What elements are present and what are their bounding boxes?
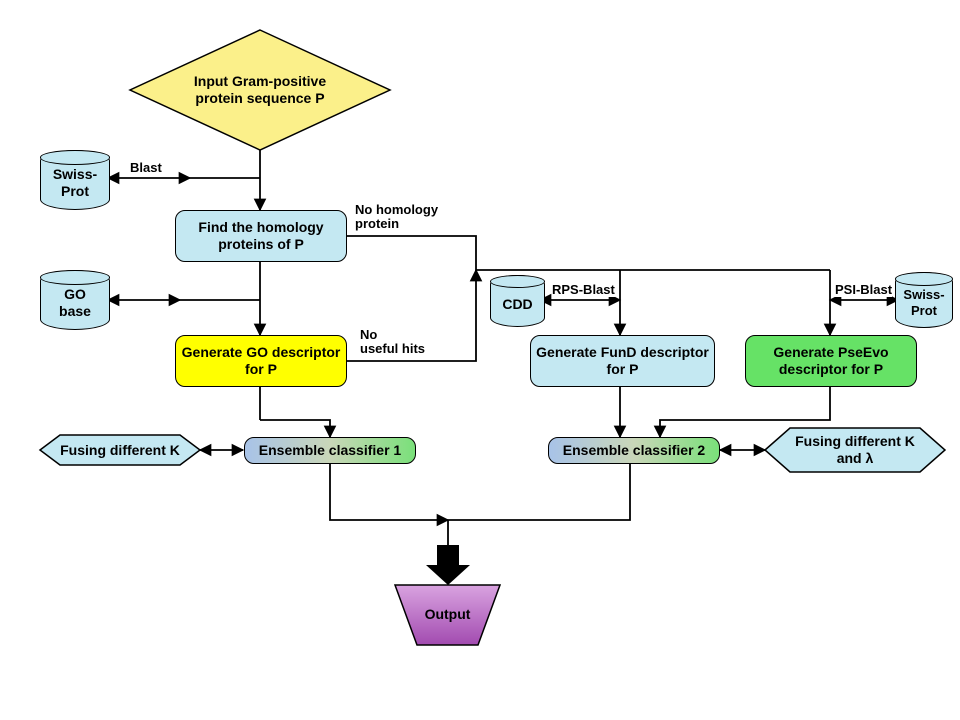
swissprot2-label: Swiss- Prot [903, 287, 944, 318]
gen-go-box: Generate GO descriptor for P [175, 335, 347, 387]
output-node: Output [395, 595, 500, 635]
gen-fund-box: Generate FunD descriptor for P [530, 335, 715, 387]
cdd-label: CDD [502, 296, 532, 313]
fuseKL-hex: Fusing different K and λ [770, 428, 940, 472]
homology-label: Find the homology proteins of P [198, 219, 323, 254]
output-label: Output [425, 606, 471, 624]
input-node: Input Gram-positive protein sequence P [160, 60, 360, 120]
gobase-db: GO base [40, 270, 110, 330]
ens1-box: Ensemble classifier 1 [244, 437, 416, 464]
blast-label: Blast [130, 160, 162, 175]
input-label: Input Gram-positive protein sequence P [194, 73, 326, 108]
swissprot2-db: Swiss- Prot [895, 272, 953, 328]
gen-go-label: Generate GO descriptor for P [182, 344, 341, 379]
swissprot1-db: Swiss- Prot [40, 150, 110, 210]
fuseK-label: Fusing different K [60, 442, 180, 459]
ens2-label: Ensemble classifier 2 [563, 442, 705, 460]
ens2-box: Ensemble classifier 2 [548, 437, 720, 464]
fuseKL-label: Fusing different K and λ [795, 433, 915, 467]
gen-fund-label: Generate FunD descriptor for P [536, 344, 709, 379]
gobase-label: GO base [59, 286, 91, 320]
gen-pseevo-box: Generate PseEvo descriptor for P [745, 335, 917, 387]
swissprot1-label: Swiss- Prot [53, 166, 97, 200]
big-arrow [426, 545, 470, 585]
ens1-label: Ensemble classifier 1 [259, 442, 401, 460]
no-homology-label: No homology protein [355, 203, 438, 232]
no-hits-label: No useful hits [360, 328, 425, 357]
homology-box: Find the homology proteins of P [175, 210, 347, 262]
gen-pseevo-label: Generate PseEvo descriptor for P [773, 344, 888, 379]
psi-blast-label: PSI-Blast [835, 282, 892, 297]
rps-blast-label: RPS-Blast [552, 282, 615, 297]
cdd-db: CDD [490, 275, 545, 327]
fuseK-hex: Fusing different K [40, 435, 200, 465]
